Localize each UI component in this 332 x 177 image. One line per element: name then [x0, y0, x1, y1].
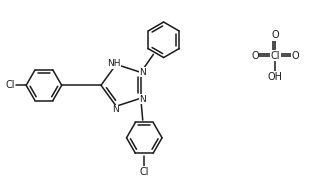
- Text: O: O: [272, 30, 279, 40]
- Text: O: O: [251, 51, 259, 61]
- Text: Cl: Cl: [271, 51, 280, 61]
- Text: O: O: [292, 51, 299, 61]
- Text: N: N: [139, 68, 146, 77]
- Text: Cl: Cl: [139, 167, 149, 177]
- Text: NH: NH: [107, 59, 121, 68]
- Text: N: N: [112, 105, 119, 114]
- Text: Cl: Cl: [5, 80, 15, 90]
- Text: OH: OH: [268, 72, 283, 82]
- Text: N: N: [139, 95, 146, 104]
